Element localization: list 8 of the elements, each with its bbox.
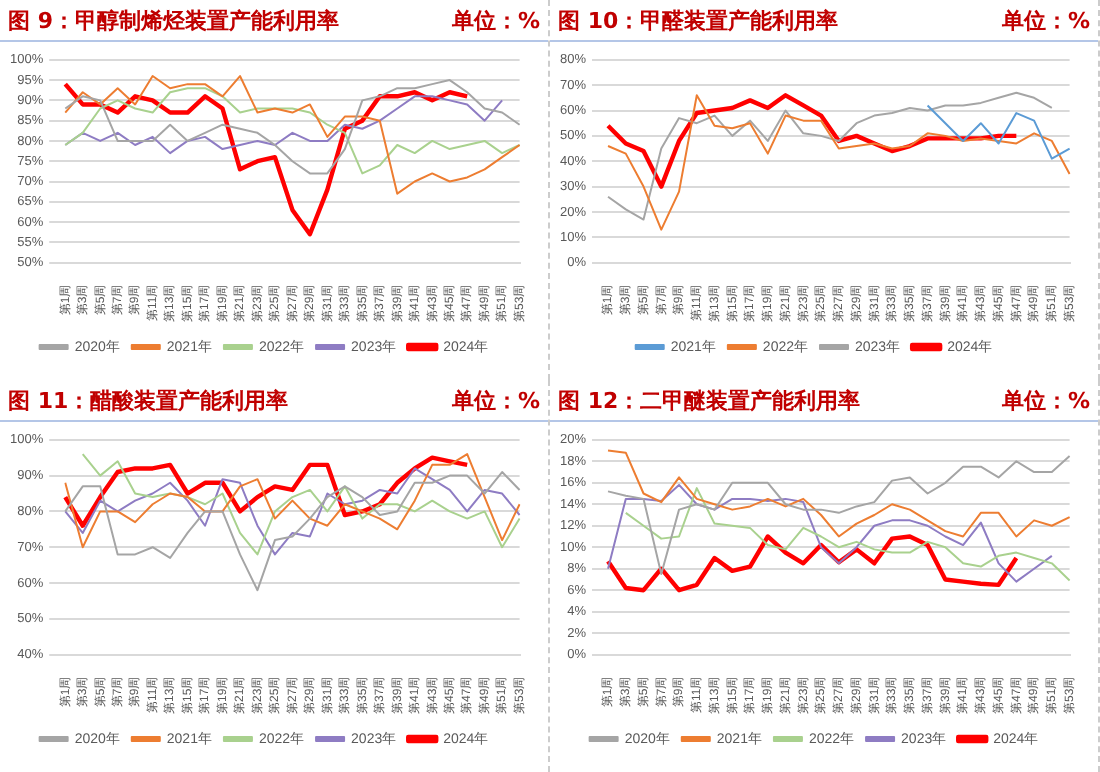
chart-title: 图 11：醋酸装置产能利用率 [8,385,289,415]
chart-subtitle: 单位：% [451,5,540,35]
chart-subtitle: 单位：% [1001,5,1090,35]
chart-subtitle: 单位：% [1001,385,1090,415]
chart-title: 图 10：甲醛装置产能利用率 [558,5,839,35]
chart-subtitle: 单位：% [451,385,540,415]
chart-title: 图 9：甲醇制烯烃装置产能利用率 [8,5,339,35]
chart-title: 图 12：二甲醚装置产能利用率 [558,385,861,415]
